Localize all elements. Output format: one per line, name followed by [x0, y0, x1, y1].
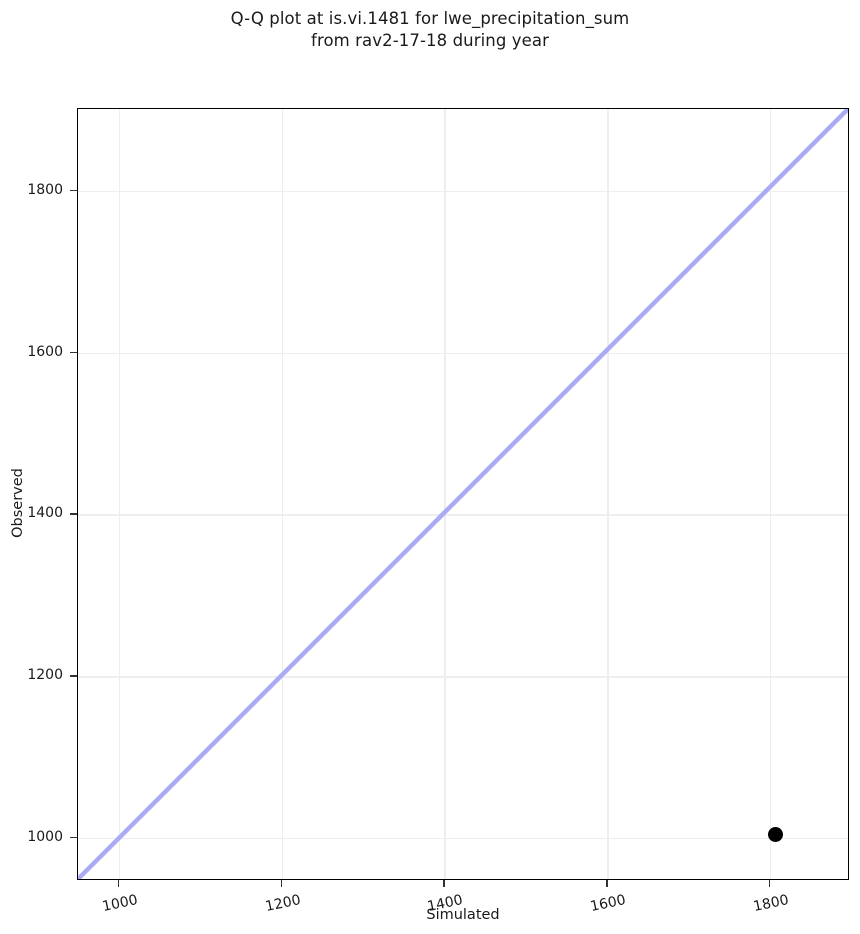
gridline-vertical [770, 109, 772, 879]
y-tick-label: 1600 [27, 343, 63, 360]
gridline-vertical [607, 109, 609, 879]
gridline-vertical [118, 109, 120, 879]
chart-title: Q-Q plot at is.vi.1481 for lwe_precipita… [230, 9, 630, 50]
plot-area[interactable] [77, 108, 849, 880]
x-tick-mark [117, 880, 119, 887]
y-tick-label: 1000 [27, 829, 63, 846]
y-tick-mark [70, 513, 77, 515]
y-tick-label: 1400 [27, 505, 63, 522]
y-tick-label: 1200 [27, 667, 63, 684]
y-axis-label: Observed [10, 468, 26, 538]
y-tick-mark [70, 675, 77, 677]
gridline-horizontal [78, 676, 848, 678]
y-tick-mark [70, 837, 77, 839]
gridline-vertical [444, 109, 446, 879]
y-tick-mark [70, 351, 77, 353]
data-point [767, 826, 783, 842]
gridline-horizontal [78, 514, 848, 516]
x-tick-mark [769, 880, 771, 887]
y-tick-label: 1800 [27, 181, 63, 198]
identity-line [78, 109, 848, 879]
x-axis-label: Simulated [426, 907, 500, 923]
gridline-horizontal [78, 352, 848, 354]
gridline-vertical [281, 109, 283, 879]
x-tick-mark [606, 880, 608, 887]
y-tick-mark [70, 189, 77, 192]
x-tick-mark [280, 880, 282, 887]
gridline-horizontal [78, 838, 848, 840]
gridline-horizontal [78, 190, 848, 193]
x-tick-mark [443, 880, 445, 887]
